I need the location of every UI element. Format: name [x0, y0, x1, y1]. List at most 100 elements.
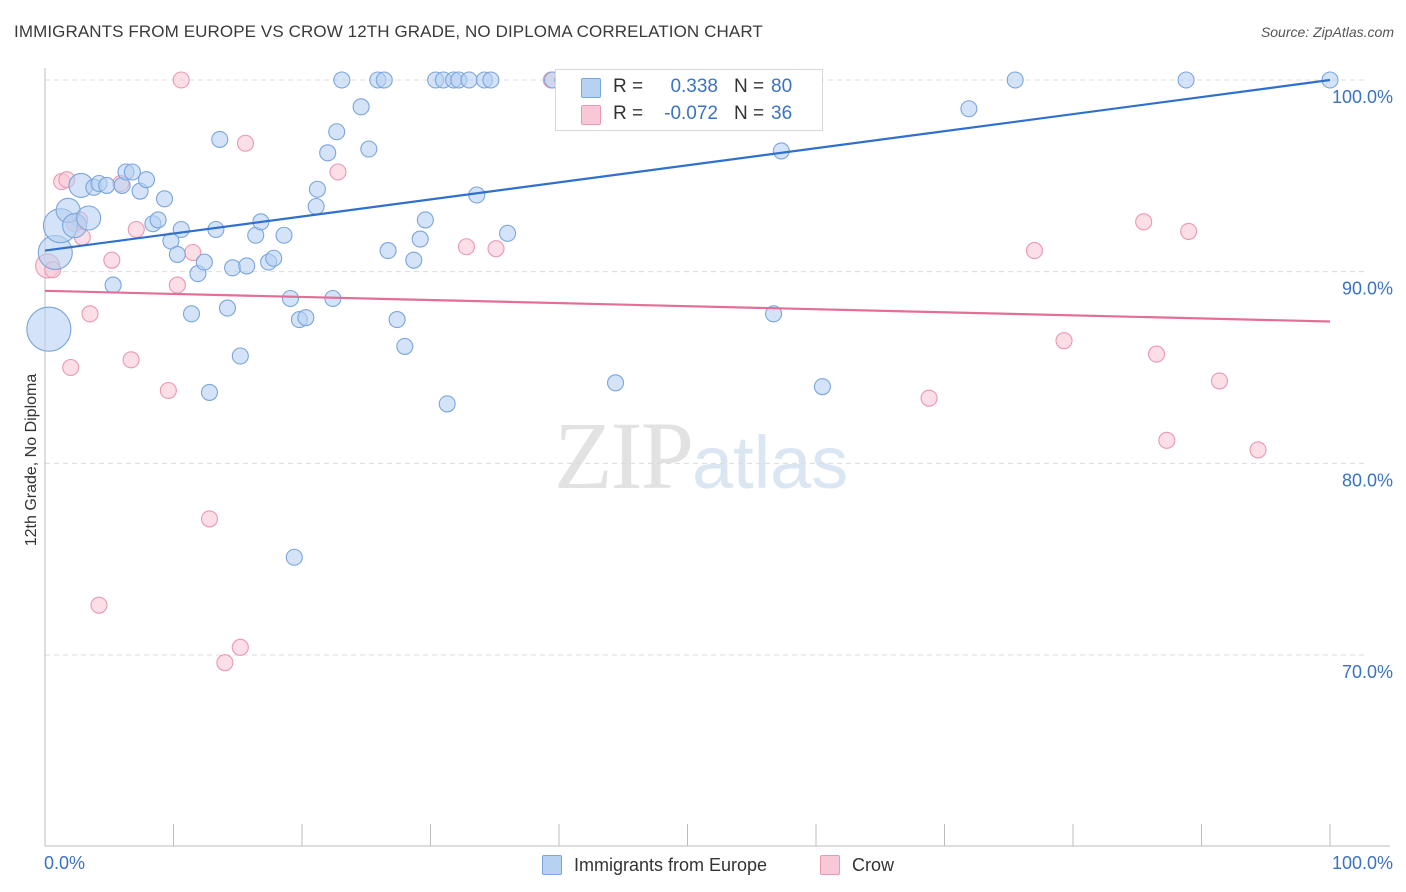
- europe-point: [26, 306, 72, 352]
- x-tick-label: 0.0%: [44, 853, 85, 873]
- crow-point: [231, 638, 249, 656]
- x-tick-label: 100.0%: [1332, 853, 1393, 873]
- crow-point: [1210, 372, 1229, 390]
- crow-point: [1249, 441, 1267, 459]
- europe-point: [1177, 71, 1195, 89]
- crow-point: [1135, 213, 1153, 231]
- europe-point: [360, 140, 378, 158]
- europe-point: [772, 142, 790, 160]
- europe-point: [813, 378, 831, 396]
- source-credit: Source: ZipAtlas.com: [1260, 24, 1394, 40]
- crow-trend-line: [44, 289, 1331, 323]
- y-tick-label: 90.0%: [1342, 279, 1393, 299]
- europe-point: [275, 226, 293, 244]
- europe-point: [123, 163, 141, 181]
- europe-point: [606, 374, 625, 392]
- europe-point: [352, 98, 370, 116]
- r-label: R =: [613, 76, 644, 97]
- europe-point: [149, 211, 167, 229]
- europe-point: [238, 257, 256, 275]
- crow-point: [103, 251, 121, 269]
- europe-point: [379, 242, 397, 260]
- europe-point: [104, 276, 122, 294]
- crow-point: [1147, 345, 1166, 363]
- crow-point: [236, 134, 255, 152]
- europe-point: [328, 123, 346, 141]
- europe-point: [960, 100, 978, 118]
- crow-point: [487, 240, 505, 258]
- europe-point: [137, 171, 156, 189]
- europe-point: [388, 311, 406, 329]
- y-tick-label: 80.0%: [1342, 470, 1393, 490]
- watermark: ZIPatlas: [554, 400, 848, 511]
- y-axis-label: 12th Grade, No Diploma: [23, 373, 40, 547]
- series-legend: Immigrants from Europe Crow: [0, 852, 1406, 878]
- europe-point: [281, 289, 299, 308]
- europe-point: [285, 548, 303, 566]
- europe-point: [482, 71, 500, 89]
- y-tick-label: 100.0%: [1332, 87, 1393, 107]
- r-label: R =: [613, 103, 644, 124]
- europe-point: [411, 230, 429, 248]
- europe-point: [765, 305, 783, 323]
- europe-point: [200, 383, 219, 401]
- europe-point: [224, 259, 242, 277]
- n-value: 36: [771, 103, 793, 124]
- chart-title: IMMIGRANTS FROM EUROPE VS CROW 12TH GRAD…: [14, 22, 763, 41]
- crow-point: [62, 358, 80, 377]
- n-value: 80: [771, 76, 793, 97]
- europe-point: [195, 253, 213, 271]
- r-value: 0.338: [670, 76, 718, 97]
- europe-point: [297, 309, 315, 327]
- europe-point: [375, 71, 393, 89]
- europe-point: [182, 305, 201, 323]
- europe-legend-swatch: [542, 855, 562, 875]
- crow-swatch: [581, 105, 601, 125]
- crow-point: [159, 381, 177, 400]
- europe-point: [1006, 71, 1024, 89]
- europe-trend-line: [44, 78, 1331, 252]
- y-tick-label: 70.0%: [1342, 662, 1393, 682]
- europe-legend-label: Immigrants from Europe: [574, 855, 768, 875]
- crow-point: [329, 163, 347, 181]
- crow-legend-label: Crow: [852, 855, 895, 875]
- grid-layer: [45, 79, 1365, 656]
- europe-point: [405, 251, 423, 269]
- europe-point: [231, 347, 249, 365]
- crow-point: [216, 654, 234, 672]
- europe-point: [438, 395, 456, 413]
- europe-point: [319, 144, 337, 162]
- europe-point: [265, 249, 283, 267]
- crow-point: [122, 351, 140, 369]
- crow-point: [920, 389, 938, 407]
- stats-legend: R = 0.338 N = 80 R = -0.072 N = 36: [555, 69, 823, 131]
- trend-layer: [44, 78, 1331, 323]
- europe-point: [98, 176, 116, 194]
- stats-row-crow: R = -0.072 N = 36: [556, 101, 822, 127]
- crow-point: [90, 596, 108, 614]
- r-value: -0.072: [664, 103, 718, 124]
- axis-layer: [44, 68, 1390, 847]
- europe-point: [218, 299, 237, 317]
- crow-point: [200, 510, 219, 528]
- europe-point: [211, 130, 229, 148]
- crow-point: [127, 220, 145, 239]
- europe-point: [499, 224, 517, 242]
- europe-point: [396, 337, 414, 355]
- crow-point: [1025, 242, 1043, 260]
- crow-point: [457, 238, 476, 256]
- europe-point: [76, 205, 102, 231]
- crow-point: [172, 71, 190, 89]
- europe-point: [307, 197, 325, 216]
- europe-point: [168, 245, 186, 263]
- europe-swatch: [581, 78, 601, 98]
- europe-point: [416, 211, 434, 229]
- watermark-zip: ZIP: [554, 402, 694, 509]
- crow-point: [1055, 332, 1073, 350]
- europe-point: [460, 71, 478, 89]
- crow-legend-swatch: [820, 855, 840, 875]
- europe-point: [172, 220, 190, 239]
- watermark-atlas: atlas: [692, 421, 849, 504]
- point-layer: [26, 71, 1339, 672]
